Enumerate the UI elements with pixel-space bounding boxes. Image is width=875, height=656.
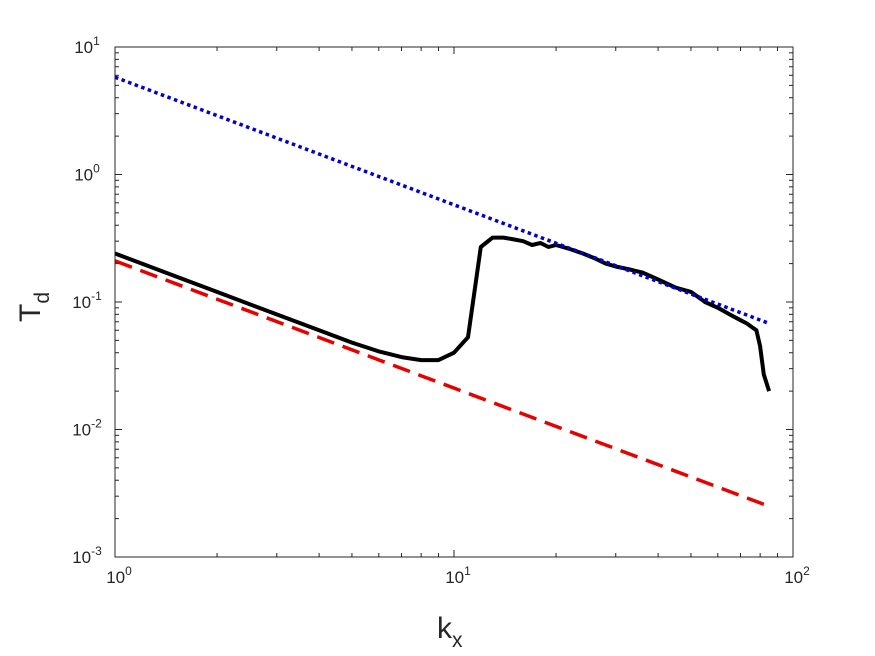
y-axis-title: Td xyxy=(14,292,54,322)
y-tick-label-exp: -2 xyxy=(91,417,102,431)
x-axis-title-sub: x xyxy=(452,629,463,652)
y-tick-label-base: 10 xyxy=(74,38,93,57)
y-tick-label: 101 xyxy=(74,34,100,57)
x-axis-title-base: k xyxy=(437,612,453,645)
y-tick-label: 10-2 xyxy=(72,417,102,440)
y-tick-label-base: 10 xyxy=(74,166,93,185)
x-tick-label-exp: 0 xyxy=(125,564,132,578)
x-tick-label-base: 10 xyxy=(106,568,125,587)
x-tick-label-exp: 1 xyxy=(464,564,471,578)
y-tick-label-exp: -3 xyxy=(91,544,102,558)
y-tick-label-exp: -1 xyxy=(91,289,102,303)
y-tick-label-exp: 0 xyxy=(93,162,100,176)
y-axis-title-sub: d xyxy=(31,292,54,304)
x-tick-label: 101 xyxy=(445,564,471,587)
x-tick-label-base: 10 xyxy=(445,568,464,587)
plot-area xyxy=(115,47,793,557)
x-tick-label-base: 10 xyxy=(784,568,803,587)
series-layer xyxy=(114,75,772,508)
y-axis-title-base: T xyxy=(14,304,47,322)
x-tick-label: 102 xyxy=(784,564,810,587)
y-tick-label-base: 10 xyxy=(72,293,91,312)
y-tick-label: 10-1 xyxy=(72,289,102,312)
y-tick-label: 10-3 xyxy=(72,544,102,567)
x-tick-label-exp: 2 xyxy=(803,564,810,578)
x-axis-title: kx xyxy=(437,612,463,652)
y-tick-label-base: 10 xyxy=(72,421,91,440)
y-tick-label-exp: 1 xyxy=(93,34,100,48)
series-line-dotted xyxy=(114,75,770,326)
tick-layer xyxy=(114,47,793,558)
y-tick-label: 100 xyxy=(74,162,100,185)
y-tick-label-base: 10 xyxy=(72,548,91,567)
x-tick-label: 100 xyxy=(106,564,132,587)
series-line-dashed xyxy=(114,259,770,508)
